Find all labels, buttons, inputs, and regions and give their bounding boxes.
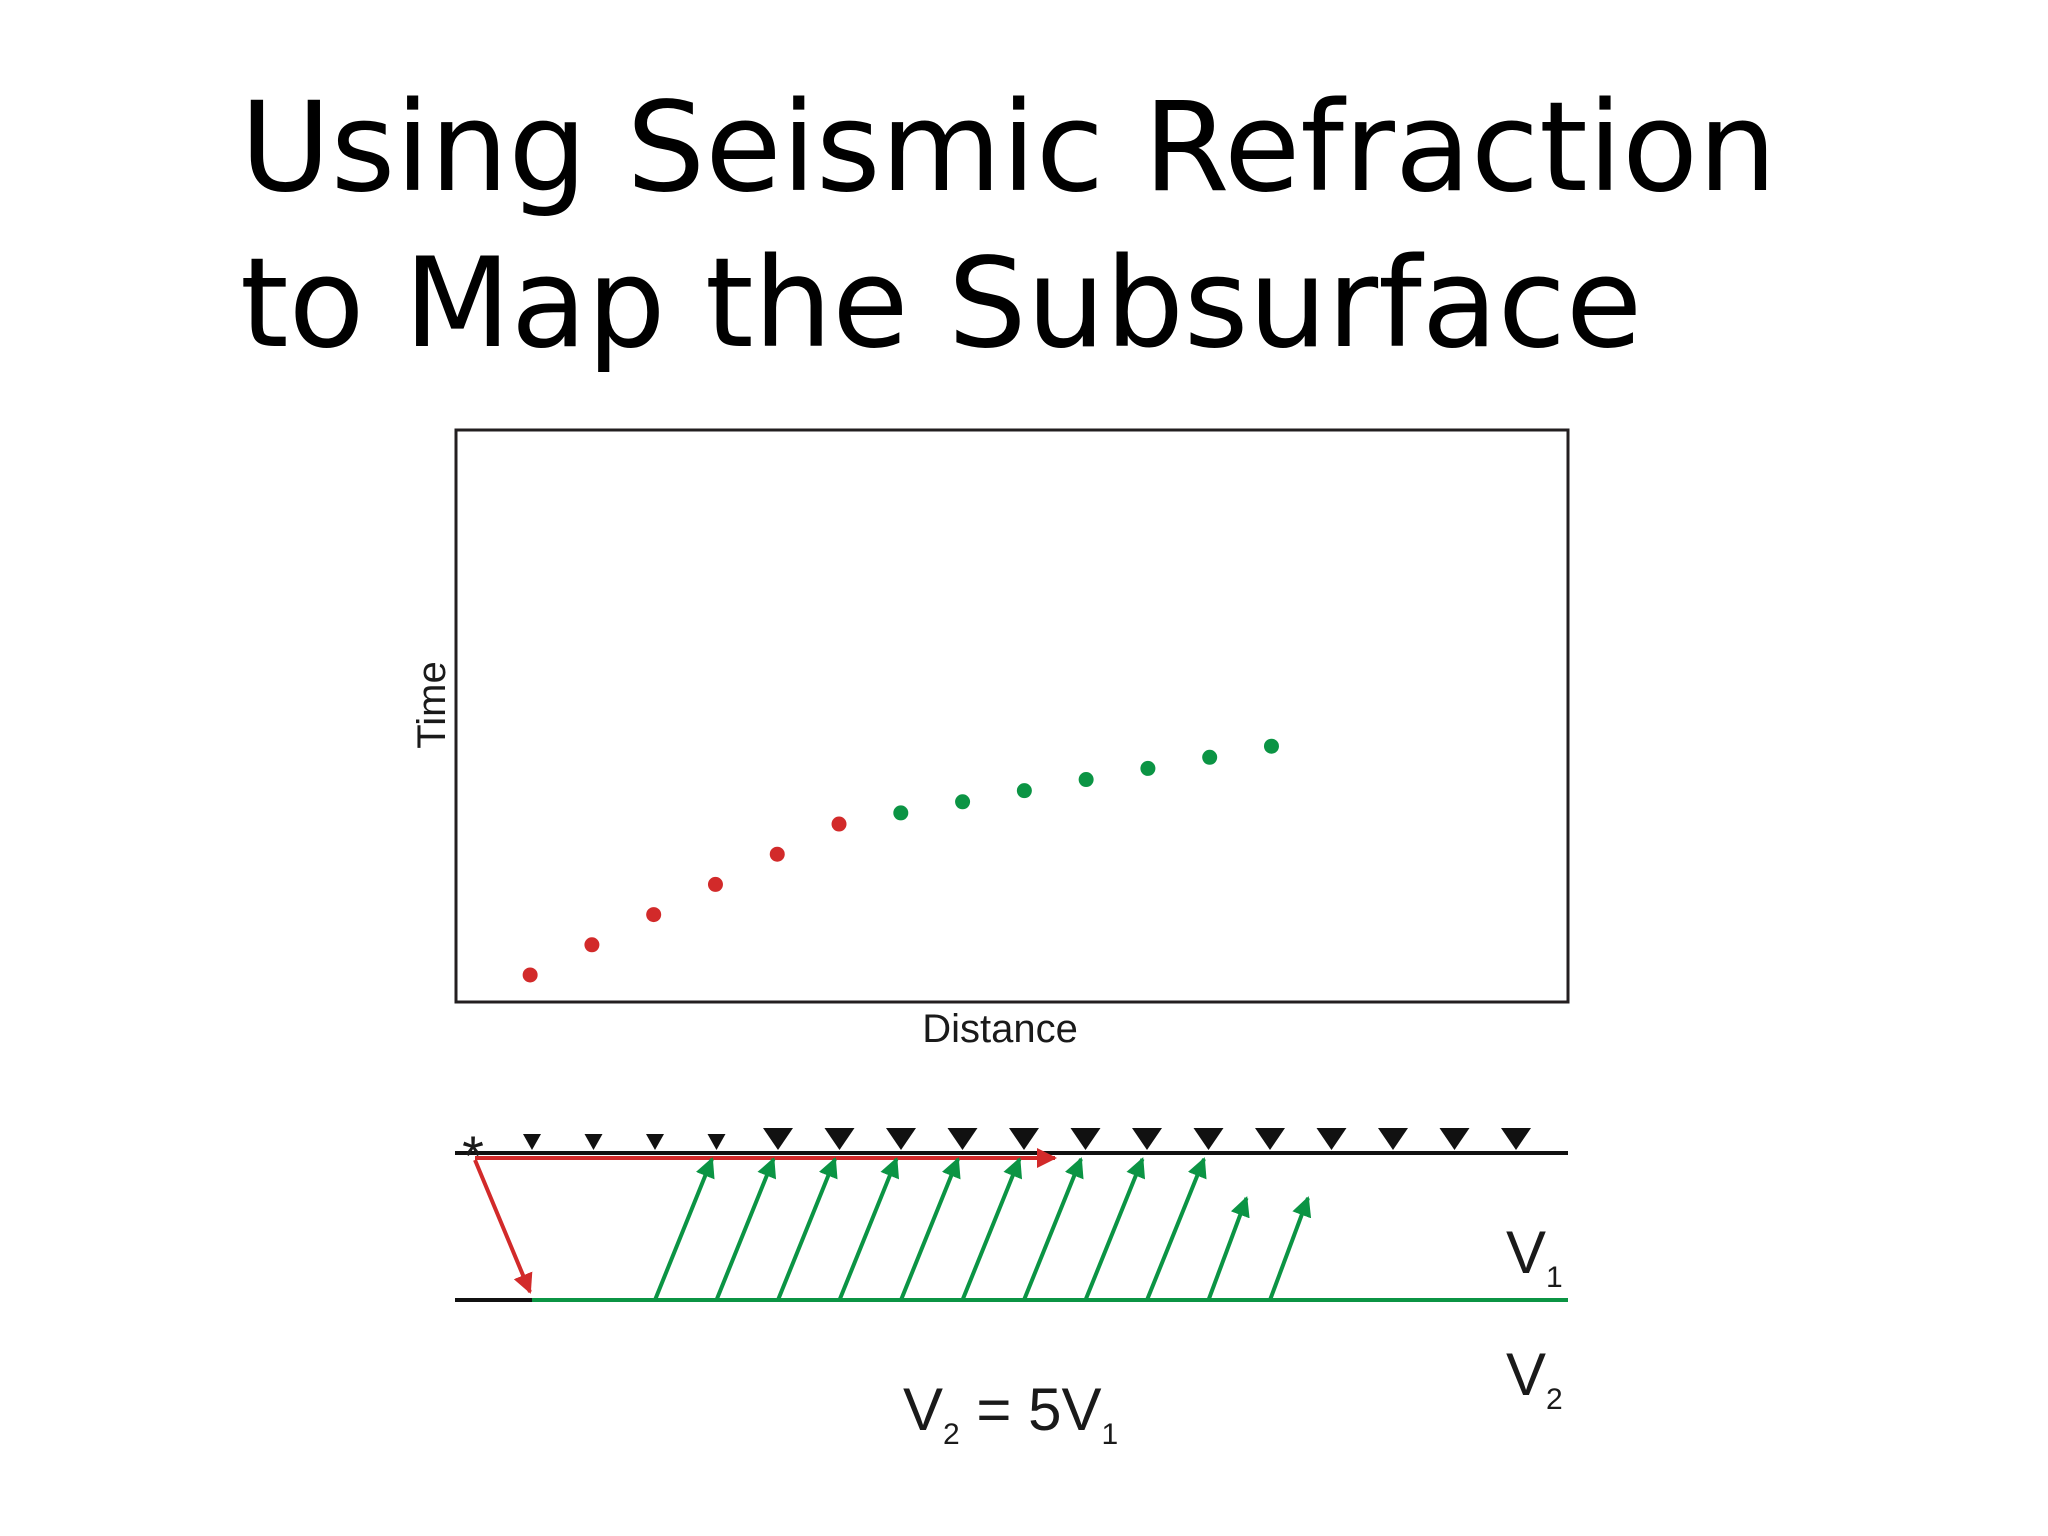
ray-paths xyxy=(473,1148,1312,1301)
head-wave-ray-1 xyxy=(653,1157,715,1301)
geophone-marker-1 xyxy=(523,1134,541,1150)
title-line-2: to Map the Subsurface xyxy=(240,232,1643,376)
head-wave-ray-8 xyxy=(1083,1157,1146,1301)
geophone-marker-11 xyxy=(1132,1128,1162,1150)
ray-path-diagram: * V1 V2 V2 = 5V1 xyxy=(455,1124,1568,1451)
slide-title: Using Seismic Refraction to Map the Subs… xyxy=(240,70,1940,382)
x-axis-label: Distance xyxy=(922,1007,1078,1051)
data-point-s2-6 xyxy=(1202,749,1218,765)
layer-2-v: V xyxy=(1506,1341,1546,1408)
geophone-marker-2 xyxy=(584,1134,603,1150)
y-axis-label: Time xyxy=(410,661,454,748)
title-line-1: Using Seismic Refraction xyxy=(240,76,1777,220)
data-point-s2-1 xyxy=(893,805,909,821)
data-point-s2-4 xyxy=(1078,772,1094,788)
equation-v2-sub: 2 xyxy=(943,1418,960,1451)
geophone-marker-8 xyxy=(947,1128,978,1150)
layer-1-label: V1 xyxy=(1506,1219,1563,1294)
head-wave-ray-7 xyxy=(1022,1157,1084,1301)
equation-v1-sub: 1 xyxy=(1102,1418,1119,1451)
equation-eq: = 5V xyxy=(960,1376,1102,1443)
data-point-s1-3 xyxy=(646,907,662,923)
plot-points xyxy=(522,738,1279,983)
geophone-marker-15 xyxy=(1378,1128,1408,1150)
head-wave-ray-3 xyxy=(776,1157,838,1301)
data-point-s1-2 xyxy=(584,937,600,953)
data-point-s2-7 xyxy=(1263,738,1279,754)
data-point-s1-6 xyxy=(831,816,847,832)
data-point-s1-4 xyxy=(707,876,723,892)
velocity-equation: V2 = 5V1 xyxy=(903,1376,1118,1451)
geophone-marker-10 xyxy=(1070,1128,1101,1150)
geophone-marker-14 xyxy=(1316,1128,1347,1150)
geophone-marker-4 xyxy=(707,1134,726,1150)
data-point-s1-1 xyxy=(522,967,538,983)
head-wave-ray-2 xyxy=(714,1157,777,1301)
travel-time-plot: Distance Time xyxy=(410,428,1570,1051)
layer-2-label: V2 xyxy=(1506,1341,1563,1416)
geophone-marker-9 xyxy=(1009,1128,1039,1150)
critical-incidence-ray xyxy=(473,1159,533,1294)
layer-2-sub: 2 xyxy=(1546,1383,1563,1416)
geophone-marker-3 xyxy=(646,1134,664,1150)
geophone-marker-7 xyxy=(886,1128,916,1150)
data-point-s2-3 xyxy=(1016,783,1032,799)
head-wave-ray-11 xyxy=(1268,1196,1312,1301)
head-wave-ray-9 xyxy=(1145,1157,1207,1301)
data-point-s1-5 xyxy=(769,846,785,862)
head-wave-ray-5 xyxy=(899,1157,961,1301)
head-wave-ray-4 xyxy=(837,1157,900,1301)
plot-frame xyxy=(454,428,1570,1004)
geophone-marker-5 xyxy=(763,1128,793,1150)
geophone-marker-6 xyxy=(824,1128,855,1150)
geophone-marker-16 xyxy=(1439,1128,1470,1150)
geophone-marker-17 xyxy=(1501,1128,1531,1150)
layer-1-v: V xyxy=(1506,1219,1546,1286)
geophone-marker-12 xyxy=(1193,1128,1224,1150)
head-wave-ray-10 xyxy=(1206,1196,1250,1301)
head-wave-ray-6 xyxy=(960,1157,1023,1301)
data-point-s2-5 xyxy=(1140,760,1156,776)
layer-1-sub: 1 xyxy=(1546,1261,1563,1294)
equation-v2: V xyxy=(903,1376,943,1443)
geophone-row xyxy=(523,1128,1531,1150)
data-point-s2-2 xyxy=(955,794,971,810)
geophone-marker-13 xyxy=(1255,1128,1285,1150)
